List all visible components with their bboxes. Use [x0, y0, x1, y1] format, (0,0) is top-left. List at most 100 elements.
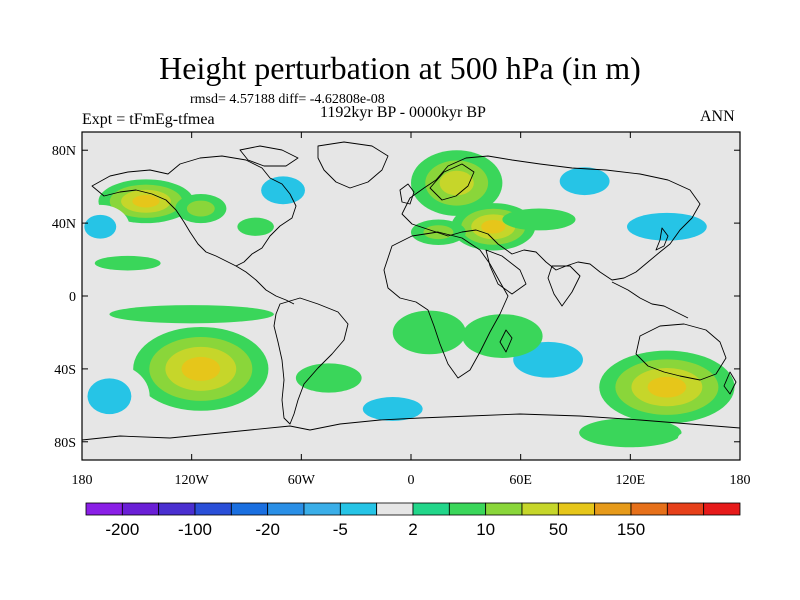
- season-label: ANN: [700, 108, 735, 125]
- lat-tick-label: 40N: [52, 217, 76, 232]
- anomaly-8: [411, 150, 503, 216]
- period-label: 1192kyr BP - 0000kyr BP: [320, 104, 486, 121]
- lon-tick-label: 60E: [509, 473, 532, 488]
- anomaly-1: [175, 193, 227, 224]
- rmsd-diff-label: rmsd= 4.57188 diff= -4.62808e-08: [190, 92, 385, 107]
- lat-tick-label: 80N: [52, 144, 76, 159]
- colorbar-box: [630, 502, 668, 516]
- coast-africa: [383, 231, 509, 379]
- colorbar-box: [376, 502, 414, 516]
- lat-tick-label: 0: [69, 290, 76, 305]
- colorbar-box: [666, 502, 705, 516]
- anomaly-5: [94, 255, 161, 271]
- contour-level: [392, 310, 466, 355]
- coast-japan: [655, 227, 669, 251]
- anomaly-4: [237, 217, 274, 236]
- anomaly-0: [98, 179, 194, 224]
- anomaly-6: [328, 244, 402, 275]
- coast-eurasia: [401, 155, 701, 281]
- anomaly-22: [462, 314, 543, 358]
- contour-level: [295, 363, 362, 393]
- coast-british-isles: [399, 183, 415, 205]
- coast-new-zealand: [723, 371, 737, 395]
- contour-level: [237, 217, 274, 236]
- contour-level: [677, 429, 730, 448]
- coast-scandinavia: [429, 163, 475, 201]
- coast-india: [547, 265, 581, 307]
- experiment-label: Expt = tFmEg-tfmea: [82, 111, 215, 128]
- anomaly-17: [109, 305, 274, 324]
- contour-level: [186, 200, 215, 217]
- colorbar-label: 50: [549, 520, 568, 539]
- contour-level: [481, 219, 506, 234]
- lon-tick-label: 120E: [616, 473, 646, 488]
- anomaly-20: [337, 387, 448, 431]
- contour-level: [261, 176, 305, 205]
- anomaly-15: [82, 363, 150, 430]
- contour-level: [246, 388, 320, 440]
- anomaly-contours: [82, 135, 740, 448]
- anomaly-7: [177, 135, 280, 158]
- contour-level: [87, 378, 132, 415]
- contour-level: [462, 314, 543, 358]
- longitude-axis: 180 120W 60W 0 60E 120E 180: [72, 132, 751, 488]
- contour-level: [502, 208, 576, 231]
- coastlines: [82, 141, 740, 441]
- colorbar-label: 150: [617, 520, 645, 539]
- colorbar-label: -200: [105, 520, 139, 539]
- colorbar-box: [448, 502, 487, 516]
- anomaly-3: [82, 204, 130, 249]
- coast-antarctica: [82, 413, 740, 441]
- anomaly-12: [593, 201, 740, 253]
- colorbar-box: [339, 502, 378, 516]
- coast-arabia: [485, 249, 527, 295]
- anomaly-23: [599, 350, 735, 424]
- lon-tick-label: 180: [730, 473, 751, 488]
- colorbar-box: [121, 502, 160, 516]
- anomaly-16: [246, 388, 320, 440]
- lat-tick-label: 40S: [54, 363, 76, 378]
- colorbar-label: -5: [333, 520, 348, 539]
- lon-tick-label: 180: [72, 473, 93, 488]
- coast-north-america: [91, 155, 297, 267]
- contour-level: [132, 194, 160, 208]
- contour-level: [328, 244, 402, 275]
- coast-southeast-asia: [611, 281, 689, 319]
- colorbar-box: [521, 502, 559, 516]
- contour-level: [94, 255, 161, 271]
- colorbar-box: [703, 502, 741, 516]
- contour-level: [559, 167, 610, 196]
- contour-level: [579, 418, 682, 448]
- anomaly-25: [677, 429, 730, 448]
- colorbar-box: [230, 502, 269, 516]
- colorbar-box: [303, 502, 341, 516]
- coast-south-america: [273, 297, 349, 425]
- anomaly-2: [242, 164, 324, 216]
- contour-level: [362, 397, 423, 421]
- anomaly-14: [133, 326, 269, 411]
- anomaly-24: [579, 418, 682, 448]
- colorbar: -200 -100 -20 -5 2 10 50 150: [85, 502, 741, 539]
- colorbar-box: [594, 502, 632, 516]
- lat-tick-label: 80S: [54, 436, 76, 451]
- anomaly-11: [538, 155, 631, 207]
- anomaly-13: [502, 208, 576, 231]
- contour-level: [181, 356, 221, 381]
- colorbar-box: [267, 502, 305, 516]
- coast-madagascar: [499, 329, 513, 353]
- contour-level: [627, 212, 707, 241]
- anomaly-19: [392, 310, 466, 355]
- colorbar-box: [158, 502, 196, 516]
- colorbar-box: [412, 502, 450, 516]
- colorbar-box: [557, 502, 596, 516]
- plot-title: Height perturbation at 500 hPa (in m): [159, 50, 641, 86]
- lon-tick-label: 120W: [175, 473, 210, 488]
- colorbar-box: [85, 502, 123, 516]
- colorbar-label: -100: [178, 520, 212, 539]
- contour-level: [177, 135, 280, 158]
- lon-tick-label: 0: [408, 473, 415, 488]
- colorbar-label: -20: [255, 520, 280, 539]
- contour-level: [439, 170, 474, 196]
- coast-central-america: [235, 265, 295, 305]
